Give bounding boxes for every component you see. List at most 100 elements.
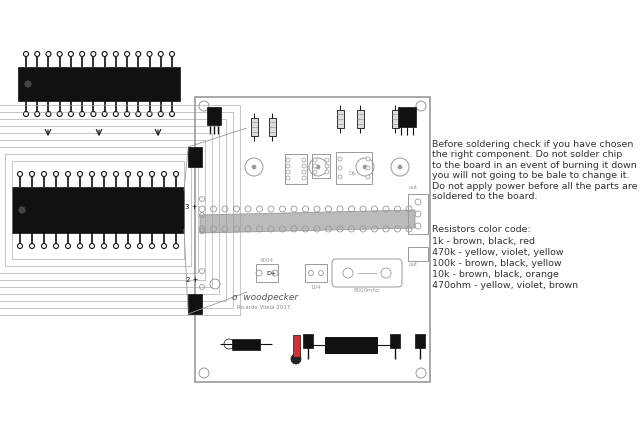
Circle shape (338, 158, 342, 161)
Circle shape (170, 112, 175, 117)
Bar (285, 155, 307, 184)
Bar (188, 294, 202, 314)
Circle shape (286, 170, 290, 175)
Text: D+: D+ (266, 271, 276, 276)
Text: Before soldering check if you have chosen: Before soldering check if you have chose… (432, 140, 634, 149)
Circle shape (102, 112, 107, 117)
Text: Db: Db (348, 171, 356, 176)
Bar (0, 141, 205, 280)
Circle shape (102, 172, 106, 177)
Circle shape (147, 112, 152, 117)
Circle shape (68, 52, 74, 58)
Bar (0, 134, 212, 287)
Circle shape (102, 244, 106, 249)
Bar (337, 111, 344, 129)
Circle shape (366, 158, 370, 161)
Bar (256, 265, 278, 282)
Text: the right component. Do not solder chip: the right component. Do not solder chip (432, 150, 622, 159)
Circle shape (286, 164, 290, 169)
Circle shape (325, 158, 329, 163)
Bar (325, 337, 377, 353)
Circle shape (366, 167, 370, 170)
Circle shape (158, 52, 163, 58)
Text: Do not apply power before all the parts are: Do not apply power before all the parts … (432, 181, 637, 190)
Circle shape (29, 172, 35, 177)
Bar (293, 335, 300, 357)
Text: out: out (408, 262, 417, 266)
Circle shape (313, 170, 317, 175)
Circle shape (286, 158, 290, 163)
Circle shape (77, 172, 83, 177)
Circle shape (79, 52, 84, 58)
Circle shape (338, 167, 342, 170)
Circle shape (42, 244, 47, 249)
Circle shape (54, 172, 58, 177)
Bar (188, 148, 202, 167)
Polygon shape (200, 210, 415, 233)
Circle shape (65, 172, 70, 177)
Bar (12, 187, 184, 233)
Circle shape (17, 172, 22, 177)
Circle shape (138, 172, 143, 177)
Circle shape (35, 112, 40, 117)
Circle shape (147, 52, 152, 58)
Circle shape (325, 170, 329, 175)
Bar (415, 334, 425, 348)
Circle shape (18, 207, 26, 215)
Circle shape (150, 244, 154, 249)
Circle shape (302, 158, 306, 163)
Bar (232, 339, 260, 350)
Circle shape (150, 172, 154, 177)
Circle shape (113, 172, 118, 177)
Circle shape (24, 52, 29, 58)
Circle shape (302, 170, 306, 175)
Circle shape (138, 244, 143, 249)
Bar (5, 155, 191, 266)
Circle shape (68, 112, 74, 117)
Bar (0, 127, 219, 294)
Circle shape (57, 52, 62, 58)
Bar (12, 161, 184, 259)
Text: 10k - brown, black, orange: 10k - brown, black, orange (432, 269, 559, 278)
Text: you will not going to be bale to change it.: you will not going to be bale to change … (432, 171, 630, 180)
Bar (0, 113, 233, 308)
Bar (392, 111, 399, 129)
Circle shape (125, 244, 131, 249)
Bar (336, 153, 372, 184)
Circle shape (363, 166, 367, 170)
Circle shape (35, 52, 40, 58)
Circle shape (29, 244, 35, 249)
Circle shape (57, 112, 62, 117)
Circle shape (42, 172, 47, 177)
Text: 100k - brown, black, yellow: 100k - brown, black, yellow (432, 259, 562, 268)
Text: to the board in an event of burning it down: to the board in an event of burning it d… (432, 161, 637, 170)
Circle shape (46, 52, 51, 58)
Circle shape (46, 112, 51, 117)
Bar (398, 108, 416, 128)
Text: 104: 104 (311, 284, 321, 289)
Text: soldered to the board.: soldered to the board. (432, 192, 538, 201)
Bar (251, 119, 258, 137)
Circle shape (302, 164, 306, 169)
Bar (18, 68, 180, 102)
Circle shape (252, 166, 256, 170)
Circle shape (79, 112, 84, 117)
Circle shape (24, 112, 29, 117)
Circle shape (316, 166, 320, 170)
Circle shape (17, 244, 22, 249)
Bar (390, 334, 400, 348)
Bar (207, 108, 221, 126)
Circle shape (113, 112, 118, 117)
Circle shape (102, 52, 107, 58)
Circle shape (91, 112, 96, 117)
Circle shape (173, 172, 179, 177)
Text: o  woodpecker: o woodpecker (232, 293, 298, 302)
Circle shape (325, 164, 329, 169)
Circle shape (24, 81, 32, 89)
Bar (408, 195, 428, 234)
Text: Ricardo Vilela 2017: Ricardo Vilela 2017 (237, 305, 291, 310)
Text: 1k - brown, black, red: 1k - brown, black, red (432, 236, 535, 245)
Circle shape (313, 158, 317, 163)
Bar (195, 98, 430, 382)
Circle shape (113, 52, 118, 58)
